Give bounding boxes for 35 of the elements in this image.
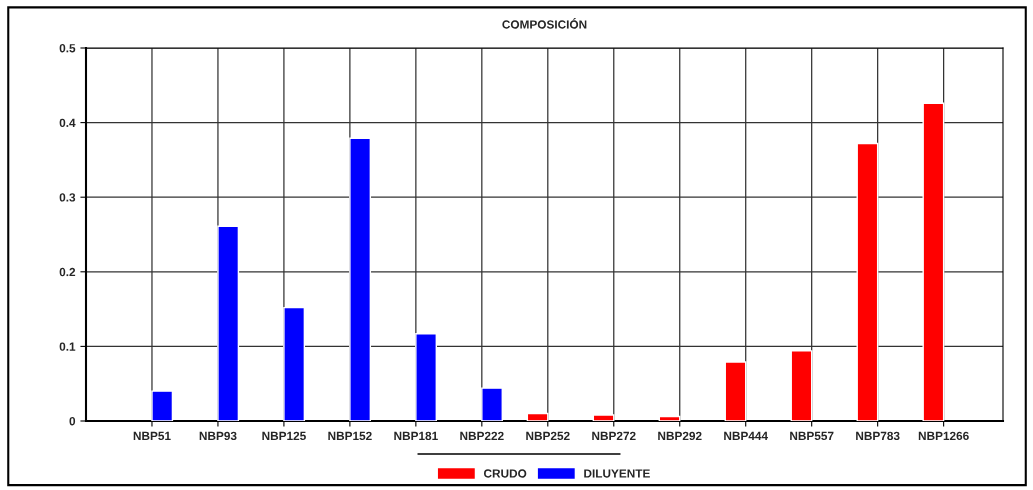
x-tick-label: NBP125: [262, 431, 306, 441]
x-tick-label: NBP181: [394, 431, 438, 441]
x-tick-label: NBP272: [592, 431, 636, 440]
chart-title: COMPOSICIÓN: [502, 18, 587, 29]
bar: [724, 361, 747, 421]
y-tick-label: 0.5: [59, 44, 76, 53]
y-tick-label: 0.1: [59, 342, 76, 351]
bar: [151, 390, 174, 421]
legend-label: DILUYENTE: [584, 469, 650, 478]
bar: [592, 414, 615, 421]
bar: [922, 102, 945, 421]
x-tick-label: NBP93: [199, 431, 237, 441]
x-tick-label: NBP292: [658, 431, 702, 441]
bar: [283, 306, 306, 421]
bar: [349, 137, 372, 421]
bar: [526, 412, 549, 421]
bar: [658, 415, 681, 421]
y-tick-label: 0.4: [59, 118, 76, 127]
x-tick-label: NBP51: [133, 431, 171, 441]
x-tick-label: NBP252: [526, 431, 570, 441]
x-tick-label: NBP444: [724, 431, 768, 440]
x-tick-label: NBP222: [460, 431, 504, 440]
y-tick-label: 0.2: [59, 267, 76, 277]
x-tick-label: NBP1266: [918, 431, 969, 441]
x-tick-label: NBP152: [328, 431, 372, 441]
y-tick-label: 0: [69, 417, 76, 426]
bar: [415, 333, 438, 421]
bar: [481, 387, 503, 421]
bar: [790, 350, 813, 421]
y-tick-label: 0.3: [59, 193, 76, 202]
x-tick-label: NBP557: [790, 431, 834, 441]
legend-label: CRUDO: [483, 469, 527, 478]
x-tick-label: NBP783: [856, 431, 900, 441]
bar: [856, 142, 879, 421]
bar: [217, 225, 240, 421]
